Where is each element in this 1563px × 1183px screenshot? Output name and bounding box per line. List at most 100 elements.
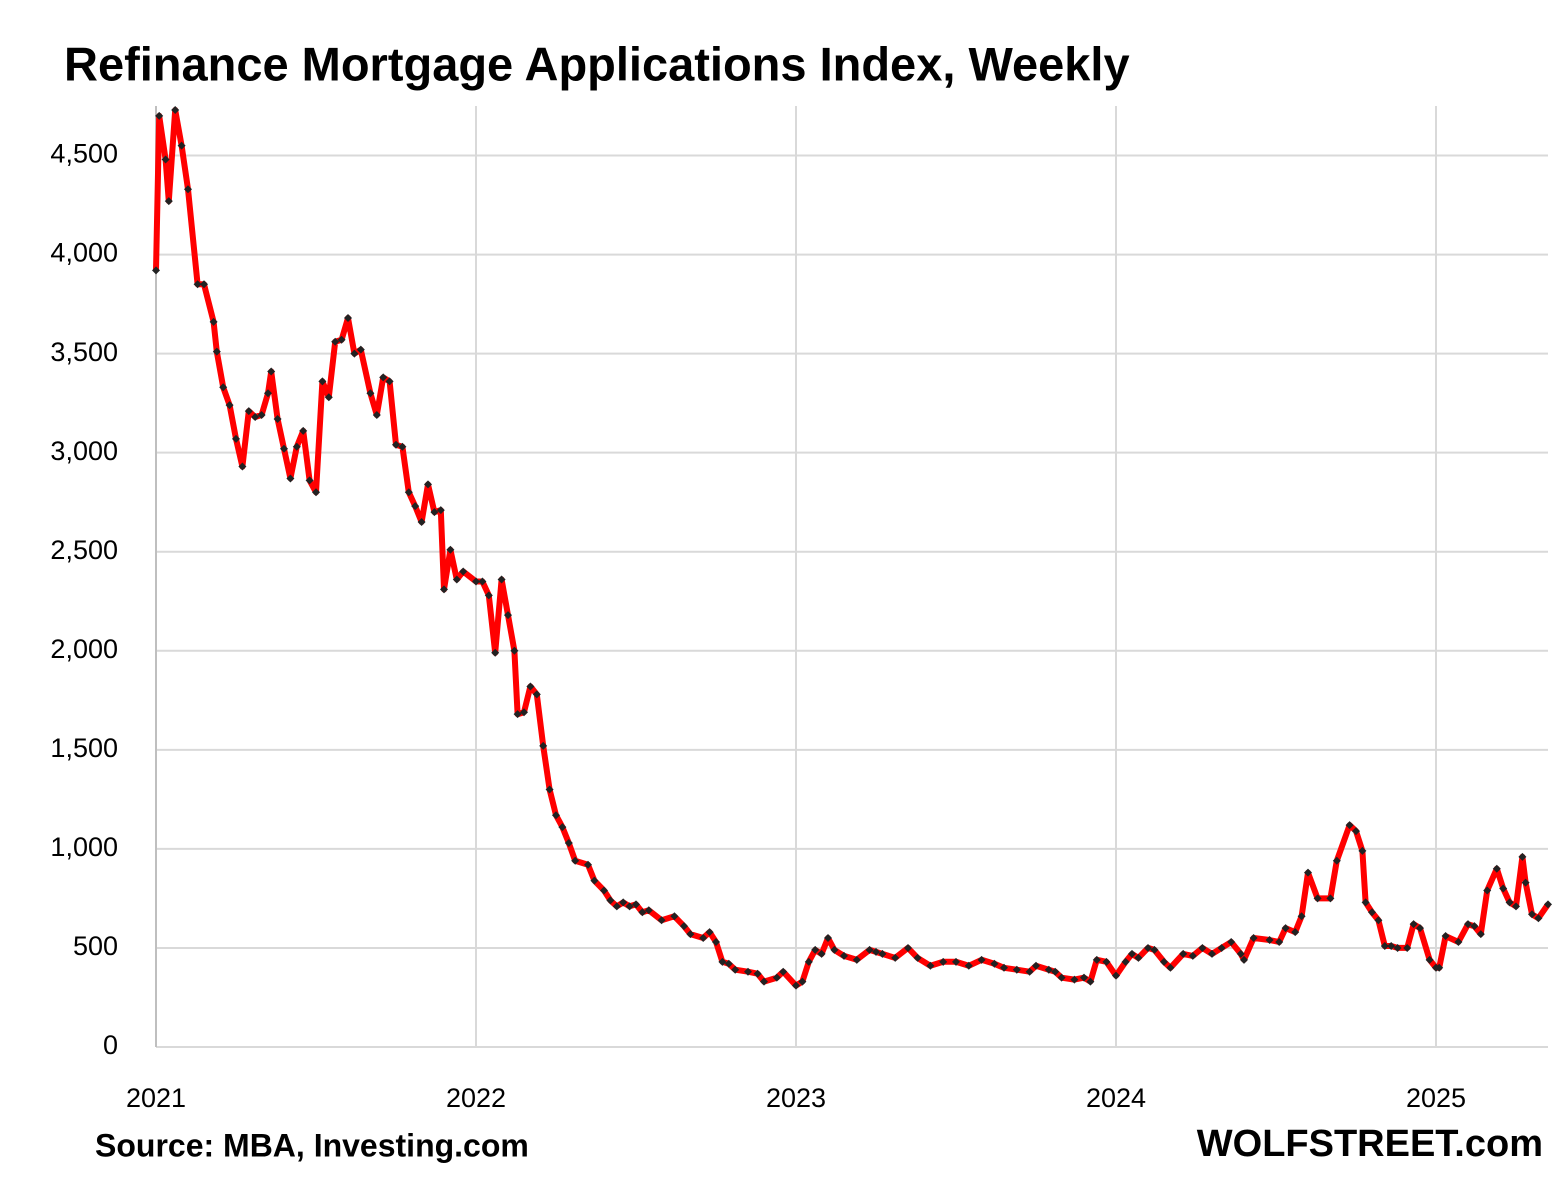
data-marker <box>331 337 340 346</box>
data-marker <box>299 426 308 435</box>
data-marker <box>379 373 388 382</box>
data-marker <box>564 838 573 847</box>
data-marker <box>171 105 180 114</box>
data-marker <box>459 567 468 576</box>
data-marker <box>1227 938 1236 947</box>
data-marker <box>472 577 480 586</box>
data-marker <box>1281 924 1290 933</box>
data-marker <box>724 959 733 968</box>
data-marker <box>804 957 813 966</box>
data-marker <box>1476 930 1485 939</box>
data-marker <box>280 444 288 453</box>
data-marker <box>1326 894 1335 903</box>
data-marker <box>200 280 208 289</box>
data-marker <box>164 197 173 206</box>
data-marker <box>632 900 640 909</box>
y-tick-label: 4,000 <box>50 238 118 268</box>
data-marker <box>430 508 439 517</box>
x-tick-label: 2023 <box>766 1083 826 1113</box>
data-marker <box>552 811 560 820</box>
data-marker <box>1112 971 1120 980</box>
data-marker <box>1361 898 1370 907</box>
data-marker <box>705 928 714 937</box>
data-marker <box>1518 852 1527 861</box>
data-marker <box>772 973 781 982</box>
data-marker <box>1499 884 1508 893</box>
data-marker <box>152 266 160 275</box>
data-marker <box>606 896 615 905</box>
y-tick-label: 4,500 <box>50 139 118 169</box>
data-marker <box>452 575 461 584</box>
data-marker <box>1144 943 1152 952</box>
data-marker <box>232 434 240 443</box>
data-marker <box>1160 957 1168 966</box>
data-marker <box>977 955 986 964</box>
data-marker <box>1345 821 1354 830</box>
data-marker <box>712 938 720 947</box>
data-marker <box>398 442 407 451</box>
data-marker <box>830 945 839 954</box>
data-marker <box>1166 963 1175 972</box>
data-marker <box>286 474 295 483</box>
data-marker <box>1134 953 1143 962</box>
x-tick-label: 2024 <box>1086 1083 1146 1113</box>
data-marker <box>1505 898 1514 907</box>
data-marker <box>1304 868 1312 877</box>
data-marker <box>193 280 202 289</box>
data-marker <box>392 440 400 449</box>
data-marker <box>292 442 301 451</box>
data-marker <box>1387 941 1396 950</box>
data-marker <box>731 965 740 974</box>
data-marker <box>1409 920 1418 929</box>
data-marker <box>1425 955 1434 964</box>
data-marker <box>852 955 861 964</box>
data-marker <box>760 977 768 986</box>
data-marker <box>1441 932 1450 941</box>
data-marker <box>571 856 580 865</box>
data-marker <box>532 690 541 699</box>
data-marker <box>753 969 762 978</box>
data-marker <box>1544 900 1552 909</box>
data-marker <box>273 415 282 424</box>
data-marker <box>545 785 554 794</box>
data-marker <box>539 741 548 750</box>
data-marker <box>366 389 375 398</box>
data-marker <box>244 407 253 416</box>
data-marker <box>1403 943 1412 952</box>
data-marker <box>680 922 688 931</box>
data-marker <box>209 317 218 326</box>
data-marker <box>161 155 170 164</box>
data-marker <box>267 367 276 376</box>
data-marker <box>1086 977 1095 986</box>
x-tick-label: 2021 <box>126 1083 186 1113</box>
data-marker <box>219 383 228 392</box>
y-tick-label: 0 <box>103 1030 118 1060</box>
data-marker <box>1483 886 1492 895</box>
x-tick-label: 2025 <box>1406 1083 1466 1113</box>
data-marker <box>1435 963 1444 972</box>
data-marker <box>779 967 788 976</box>
data-marker <box>612 902 621 911</box>
y-tick-label: 3,500 <box>50 337 118 367</box>
data-marker <box>926 961 935 970</box>
data-marker <box>337 335 346 344</box>
data-marker <box>670 912 679 921</box>
data-marker <box>1358 846 1367 855</box>
data-marker <box>155 111 164 120</box>
data-marker <box>1128 949 1136 958</box>
data-marker <box>436 506 445 515</box>
data-marker <box>1198 943 1207 952</box>
data-marker <box>1044 965 1053 974</box>
data-marker <box>504 611 512 620</box>
data-marker <box>238 462 247 471</box>
data-marker <box>878 949 887 958</box>
data-marker <box>497 575 506 584</box>
data-marker <box>1534 914 1543 923</box>
data-marker <box>1464 920 1472 929</box>
data-marker <box>1249 934 1258 943</box>
data-marker <box>350 349 359 358</box>
data-marker <box>1217 943 1226 952</box>
data-marker <box>952 957 960 966</box>
data-marker <box>619 898 628 907</box>
data-marker <box>1070 975 1079 984</box>
